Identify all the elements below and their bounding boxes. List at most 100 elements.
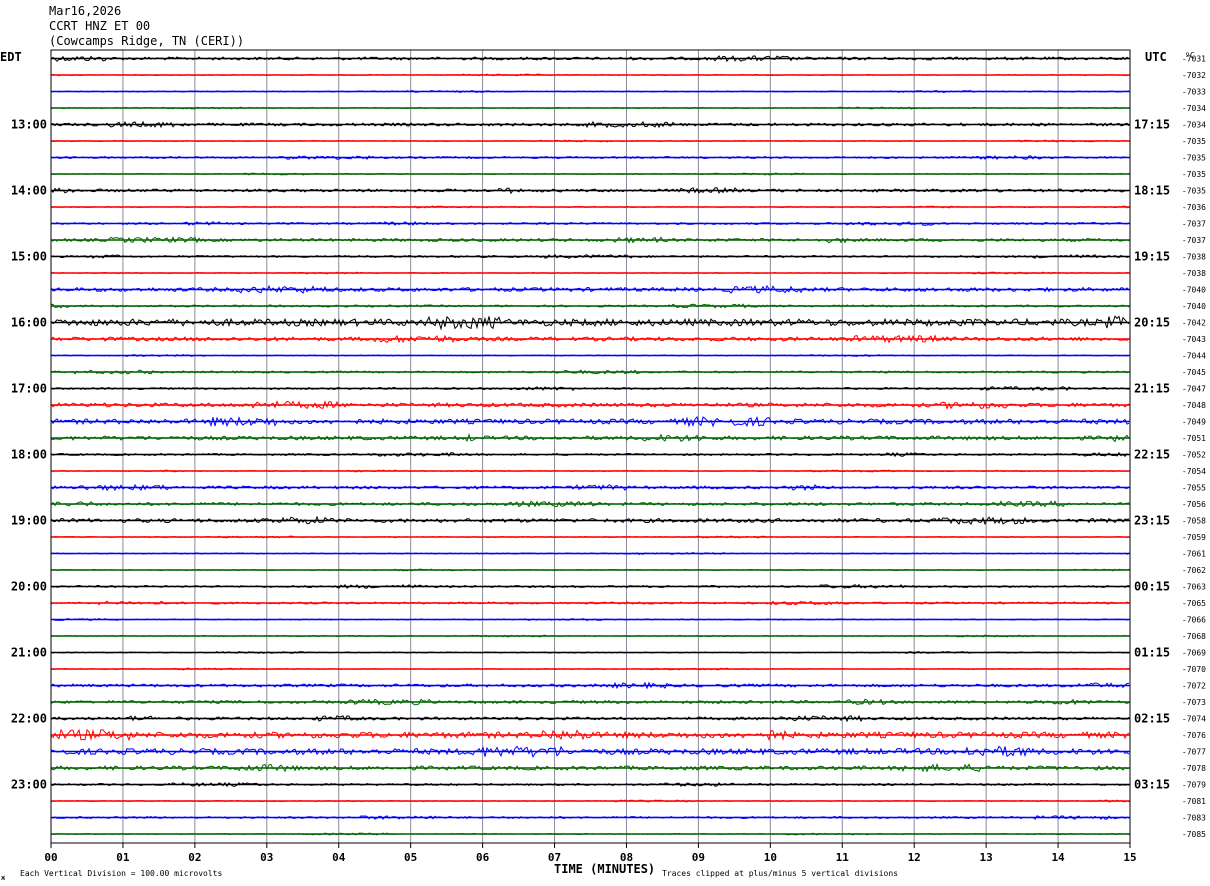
row-value-label: -7061 — [1182, 550, 1206, 559]
x-tick-label: 02 — [188, 851, 201, 864]
seismic-trace — [50, 469, 1130, 473]
right-hour-label: 21:15 — [1134, 382, 1170, 396]
station-location: (Cowcamps Ridge, TN (CERI)) — [49, 34, 245, 48]
seismic-trace — [50, 698, 1130, 706]
seismic-trace — [50, 500, 1130, 508]
corner-mark: ж — [1, 874, 6, 882]
x-tick-label: 01 — [116, 851, 130, 864]
seismic-trace — [50, 284, 1130, 294]
row-value-label: -7037 — [1182, 220, 1206, 229]
row-value-label: -7043 — [1182, 335, 1206, 344]
scale-note: Each Vertical Division = 100.00 microvol… — [20, 869, 222, 878]
right-hour-label: 22:15 — [1134, 448, 1170, 462]
x-tick-label: 06 — [476, 851, 490, 864]
seismic-trace — [50, 815, 1130, 820]
seismic-trace — [50, 451, 1130, 458]
left-hour-label: 23:00 — [11, 778, 47, 792]
row-value-label: -7049 — [1182, 418, 1206, 427]
plot-frame — [50, 49, 1131, 844]
x-axis-ticks: 00 01 02 03 04 05 06 07 08 09 10 11 12 13 14 15 — [44, 843, 1137, 864]
right-hour-label: 18:15 — [1134, 184, 1170, 198]
left-hour-label: 14:00 — [11, 184, 47, 198]
seismic-traces — [50, 55, 1130, 836]
right-zone-label: UTC — [1145, 50, 1167, 64]
row-value-label: -7085 — [1182, 830, 1206, 839]
left-hour-label: 22:00 — [11, 712, 47, 726]
row-value-label: -7081 — [1182, 797, 1206, 806]
seismic-trace — [50, 236, 1130, 244]
seismic-trace — [50, 483, 1130, 492]
seismic-trace — [50, 369, 1130, 375]
seismic-trace — [50, 728, 1130, 742]
right-hour-label: 19:15 — [1134, 250, 1170, 264]
row-value-label: -7040 — [1182, 302, 1206, 311]
seismic-trace — [50, 139, 1130, 143]
x-tick-label: 04 — [332, 851, 346, 864]
right-hour-label: 03:15 — [1134, 778, 1170, 792]
x-tick-label: 11 — [836, 851, 850, 864]
row-value-label: -7069 — [1182, 649, 1206, 658]
row-value-label: -7070 — [1182, 665, 1206, 674]
seismic-trace — [50, 515, 1130, 526]
seismic-trace — [50, 799, 1130, 803]
row-value-label: -7079 — [1182, 781, 1206, 790]
row-value-label: -7054 — [1182, 467, 1206, 476]
x-tick-label: 05 — [404, 851, 417, 864]
x-tick-label: 07 — [548, 851, 561, 864]
left-hour-label: 17:00 — [11, 382, 47, 396]
row-value-label: -7083 — [1182, 814, 1206, 823]
right-hour-label: 02:15 — [1134, 712, 1170, 726]
row-value-label: -7035 — [1182, 170, 1206, 179]
station-code: CCRT HNZ ET 00 — [49, 19, 151, 33]
clip-note: Traces clipped at plus/minus 5 vertical … — [662, 869, 898, 878]
x-tick-label: 12 — [908, 851, 921, 864]
seismic-trace — [50, 106, 1130, 110]
right-hour-label: 17:15 — [1134, 118, 1170, 132]
seismic-trace — [50, 651, 1129, 654]
seismic-trace — [50, 186, 1130, 195]
seismic-trace — [50, 535, 1130, 539]
row-value-label: -7074 — [1182, 715, 1206, 724]
row-value-label: -7077 — [1182, 748, 1206, 757]
left-hour-label: 13:00 — [11, 118, 47, 132]
right-hour-label: 01:15 — [1134, 646, 1170, 660]
x-tick-label: 03 — [260, 851, 273, 864]
seismic-trace — [50, 634, 1130, 638]
seismic-trace — [50, 334, 1130, 344]
row-value-label: -7033 — [1182, 88, 1206, 97]
seismic-trace — [50, 400, 1130, 410]
x-tick-label: 00 — [44, 851, 57, 864]
row-value-label: -7066 — [1182, 616, 1206, 625]
row-value-label: -7032 — [1182, 71, 1206, 80]
seismic-trace — [50, 221, 1130, 226]
right-unit-label: ºC — [1185, 51, 1195, 60]
row-value-label: -7035 — [1182, 154, 1206, 163]
station-date: Mar16,2026 — [49, 4, 122, 18]
seismic-trace — [50, 568, 1130, 572]
seismic-trace — [50, 120, 1130, 129]
left-hour-labels: 13:00 14:00 15:00 16:00 17:00 18:00 19:00 20:00… — [11, 118, 47, 792]
x-tick-label: 15 — [1123, 851, 1136, 864]
right-hour-labels: 17:15 18:15 19:15 20:15 21:15 22:15 23:15 00:15… — [1134, 118, 1170, 792]
seismic-trace — [50, 253, 1130, 259]
seismic-trace — [50, 433, 1130, 443]
seismic-trace — [50, 73, 1130, 77]
right-hour-label: 00:15 — [1134, 580, 1170, 594]
row-value-labels: -7031 -7032 -7033 -7034 -7034 -7035 -7035 -7035… — [1182, 55, 1206, 840]
seismic-trace — [50, 271, 1130, 275]
row-value-label: -7035 — [1182, 137, 1206, 146]
left-hour-label: 16:00 — [11, 316, 47, 330]
row-value-label: -7063 — [1182, 583, 1206, 592]
row-value-label: -7038 — [1182, 253, 1206, 262]
seismic-trace — [50, 205, 1130, 209]
seismic-trace — [50, 552, 1130, 555]
vertical-grid — [122, 50, 1059, 843]
row-value-label: -7040 — [1182, 286, 1206, 295]
seismic-trace — [50, 667, 1130, 671]
left-hour-label: 19:00 — [11, 514, 47, 528]
row-value-label: -7076 — [1182, 731, 1206, 740]
seismic-trace — [50, 600, 1130, 606]
seismic-trace — [50, 315, 1130, 331]
x-axis-title: TIME (MINUTES) — [554, 862, 655, 876]
